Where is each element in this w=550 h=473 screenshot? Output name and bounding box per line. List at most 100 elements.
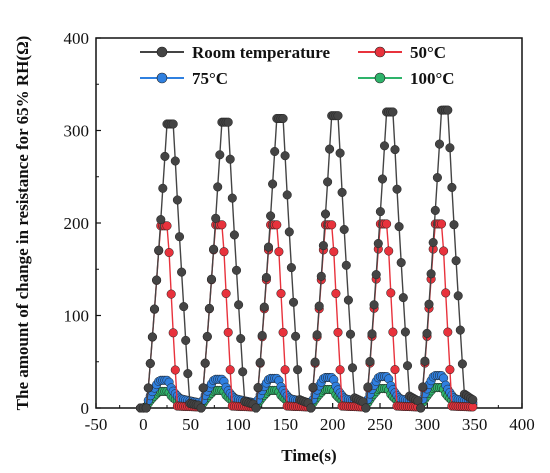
data-point — [365, 356, 375, 367]
data-point — [420, 356, 430, 366]
data-point — [367, 329, 377, 339]
data-point — [449, 220, 459, 230]
data-point — [156, 215, 166, 225]
legend-marker — [156, 46, 168, 58]
data-point — [335, 365, 345, 375]
x-tick-label: -50 — [85, 415, 108, 434]
legend-label: 100°C — [410, 69, 455, 88]
data-point — [280, 365, 290, 375]
data-point — [221, 288, 231, 299]
data-point — [402, 361, 413, 371]
data-point — [318, 241, 328, 251]
data-point — [339, 224, 349, 235]
data-point — [223, 327, 233, 337]
series-0 — [135, 105, 478, 413]
data-point — [363, 382, 373, 392]
x-tick-label: 250 — [367, 415, 393, 434]
data-point — [293, 365, 303, 375]
y-tick-label: 200 — [64, 214, 90, 233]
legend-item: Room temperature — [140, 43, 330, 62]
data-point — [253, 382, 263, 393]
data-point — [234, 300, 244, 310]
data-point — [263, 242, 274, 252]
data-point — [286, 263, 296, 273]
data-point — [211, 213, 221, 223]
data-point — [392, 184, 402, 194]
data-point — [331, 288, 341, 299]
data-point — [266, 211, 276, 221]
data-point — [388, 107, 398, 117]
data-point — [457, 359, 467, 369]
data-point — [168, 119, 178, 129]
data-point — [373, 238, 383, 249]
x-tick-label: 50 — [182, 415, 199, 434]
data-point — [160, 151, 170, 161]
data-point — [276, 288, 286, 299]
data-point — [314, 301, 324, 311]
data-point — [375, 207, 385, 217]
x-tick-label: 350 — [462, 415, 488, 434]
data-point — [441, 288, 451, 298]
data-point — [337, 187, 347, 197]
y-tick-label: 100 — [64, 307, 90, 326]
data-point — [335, 148, 345, 158]
data-point — [377, 174, 388, 184]
data-point — [306, 403, 316, 413]
y-axis-label: The amount of change in resistance for 6… — [13, 36, 32, 411]
data-point — [384, 246, 394, 256]
data-point — [179, 302, 189, 312]
data-point — [447, 182, 457, 192]
data-point — [227, 193, 237, 203]
data-point — [164, 247, 174, 258]
data-point — [341, 260, 351, 270]
legend-label: Room temperature — [192, 43, 330, 62]
data-point — [371, 270, 381, 280]
data-point — [310, 357, 320, 367]
data-point — [215, 150, 225, 160]
data-point — [143, 383, 153, 393]
data-point — [327, 220, 337, 230]
legend-item: 50°C — [358, 43, 446, 62]
data-point — [217, 220, 227, 230]
data-point — [426, 269, 436, 279]
data-point — [284, 227, 294, 237]
x-tick-label: 100 — [225, 415, 251, 434]
data-point — [443, 327, 453, 337]
data-point — [453, 291, 463, 301]
data-point — [206, 274, 217, 284]
data-point — [320, 209, 331, 219]
data-point — [141, 403, 151, 413]
data-point — [170, 365, 180, 375]
data-point — [308, 382, 318, 392]
data-point — [196, 403, 206, 413]
data-point — [168, 328, 178, 338]
y-tick-label: 0 — [81, 399, 90, 418]
data-point — [418, 382, 428, 392]
data-point — [386, 288, 396, 298]
data-point — [443, 105, 453, 115]
data-point — [455, 325, 465, 335]
data-point — [436, 219, 447, 229]
data-point — [288, 297, 299, 307]
legend-marker — [374, 46, 386, 58]
data-point — [145, 358, 155, 368]
data-point — [451, 256, 461, 266]
data-point — [316, 271, 326, 281]
data-point — [202, 331, 212, 341]
legend-label: 50°C — [410, 43, 446, 62]
data-point — [390, 365, 400, 375]
data-point — [183, 369, 193, 379]
data-point — [255, 357, 265, 368]
data-point — [268, 179, 278, 189]
data-point — [323, 177, 333, 187]
data-point — [270, 146, 280, 157]
data-point — [428, 237, 438, 248]
data-point — [198, 383, 208, 393]
data-point — [223, 117, 233, 127]
data-point — [291, 331, 301, 341]
data-point — [424, 299, 434, 309]
data-point — [181, 335, 191, 345]
data-point — [219, 247, 229, 257]
data-point — [274, 247, 284, 257]
